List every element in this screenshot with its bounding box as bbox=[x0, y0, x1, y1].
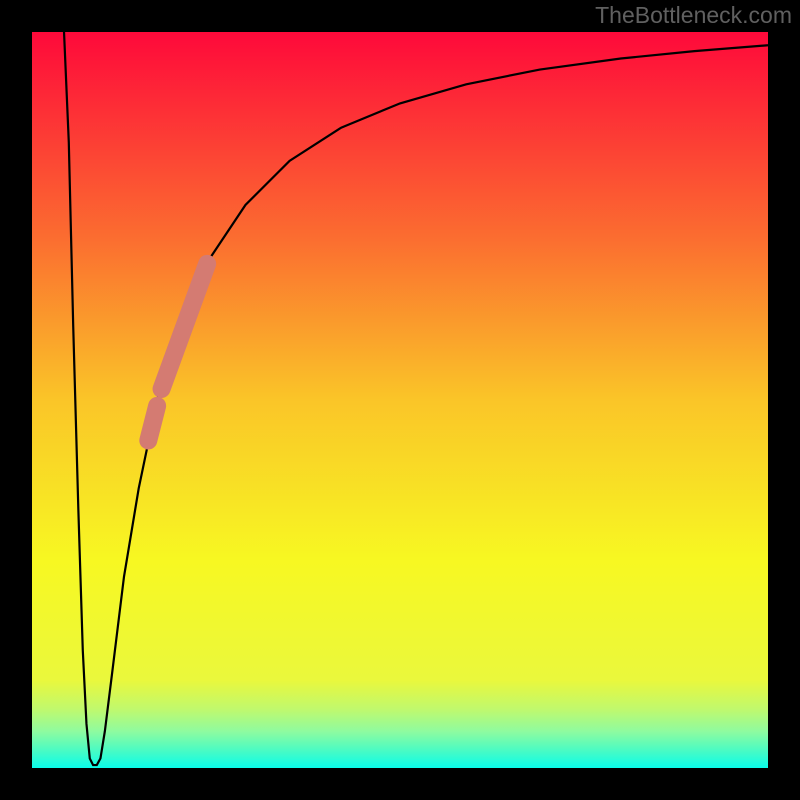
chart-canvas bbox=[0, 0, 800, 800]
bottleneck-chart: TheBottleneck.com bbox=[0, 0, 800, 800]
highlight-segment-0 bbox=[148, 406, 157, 441]
watermark-label: TheBottleneck.com bbox=[595, 2, 792, 29]
